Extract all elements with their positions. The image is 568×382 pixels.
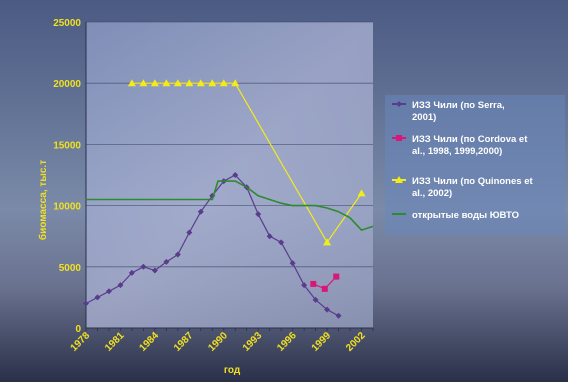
data-point — [231, 79, 240, 87]
legend-label-line: 2001) — [412, 112, 436, 123]
plot-area — [86, 22, 373, 328]
legend-label-line: ИЗЗ Чили (по Cordova et — [412, 134, 528, 145]
data-point — [150, 79, 159, 87]
legend-label: ИЗЗ Чили (по Serra, 2001) — [412, 100, 505, 123]
legend-label: ИЗЗ Чили (по Cordova et al., 1998, 1999,2… — [412, 134, 528, 157]
data-point — [357, 189, 366, 197]
y-tick-label: 15000 — [53, 140, 81, 151]
data-point — [173, 79, 182, 87]
series-layer — [83, 79, 374, 319]
data-point — [117, 282, 124, 289]
data-point — [324, 306, 331, 313]
legend-label-line: ИЗЗ Чили (по Serra, — [412, 100, 505, 111]
y-tick-label: 10000 — [53, 202, 81, 213]
series-line — [86, 180, 374, 232]
data-point — [196, 79, 205, 87]
data-point — [127, 79, 136, 87]
y-tick-label: 5000 — [59, 263, 82, 274]
data-point — [83, 300, 89, 307]
data-point — [197, 208, 204, 215]
data-point — [186, 229, 193, 236]
data-point — [335, 312, 342, 319]
data-point — [312, 296, 319, 303]
data-point — [151, 267, 158, 274]
data-point — [94, 294, 101, 301]
legend-label: ИЗЗ Чили (по Quinones et al., 2002) — [412, 176, 533, 199]
legend-box — [385, 95, 565, 235]
legend-label-line: al., 2002) — [412, 188, 452, 199]
data-point — [232, 172, 239, 178]
y-axis-label: биомасса, тыс.т — [37, 160, 49, 240]
x-axis-label: год — [224, 365, 241, 376]
data-point — [301, 282, 308, 289]
data-point — [140, 263, 147, 270]
legend-layer: ИЗЗ Чили (по Serra, 2001) ИЗЗ Чили (по Cor… — [392, 100, 533, 221]
legend-label-line: ИЗЗ Чили (по Quinones et — [412, 176, 533, 187]
legend-marker — [395, 176, 403, 183]
data-point — [266, 233, 273, 240]
data-point — [105, 288, 112, 295]
data-point — [208, 79, 217, 87]
data-point — [139, 79, 148, 87]
y-tick-label: 20000 — [53, 79, 81, 90]
data-point — [310, 280, 317, 287]
legend-marker — [396, 101, 402, 107]
data-point — [163, 258, 170, 265]
data-point — [289, 260, 296, 267]
data-point — [278, 239, 285, 246]
data-point — [162, 79, 171, 87]
data-point — [174, 251, 181, 258]
data-point — [219, 79, 228, 87]
legend-marker — [396, 135, 402, 141]
data-point — [185, 79, 194, 87]
legend-label: открытые воды ЮВТО — [412, 210, 519, 221]
data-point — [255, 211, 262, 218]
data-point — [321, 285, 328, 292]
y-tick-label: 25000 — [53, 18, 81, 29]
legend-label-line: al., 1998, 1999,2000) — [412, 146, 502, 157]
data-point — [323, 238, 332, 246]
legend-label-line: открытые воды ЮВТО — [412, 210, 519, 221]
data-point — [333, 273, 340, 280]
y-tick-label: 0 — [75, 324, 81, 335]
data-point — [128, 269, 135, 276]
